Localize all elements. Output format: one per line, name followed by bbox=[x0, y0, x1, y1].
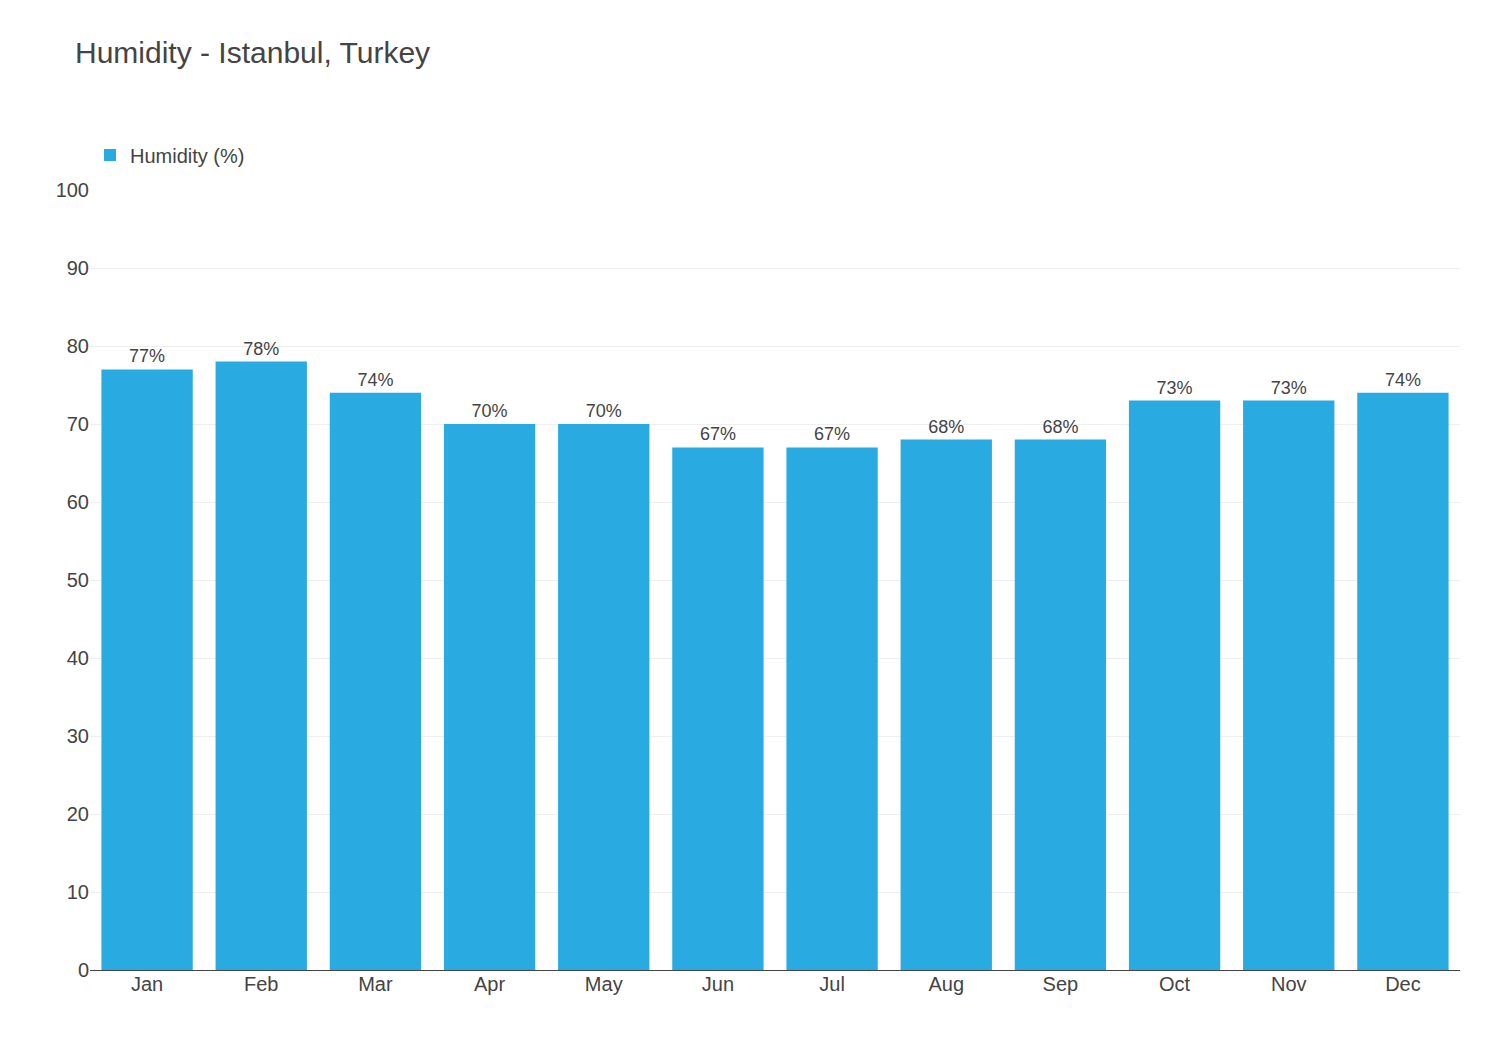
svg-text:73%: 73% bbox=[1271, 378, 1307, 398]
svg-text:30: 30 bbox=[67, 725, 89, 747]
svg-text:Jun: Jun bbox=[702, 973, 734, 995]
svg-text:Jan: Jan bbox=[131, 973, 163, 995]
svg-text:20: 20 bbox=[67, 803, 89, 825]
svg-text:0: 0 bbox=[78, 959, 89, 981]
svg-text:68%: 68% bbox=[928, 417, 964, 437]
svg-text:May: May bbox=[585, 973, 623, 995]
svg-text:Nov: Nov bbox=[1271, 973, 1307, 995]
svg-text:Apr: Apr bbox=[474, 973, 505, 995]
svg-text:70%: 70% bbox=[472, 401, 508, 421]
svg-text:Aug: Aug bbox=[928, 973, 964, 995]
svg-text:80: 80 bbox=[67, 335, 89, 357]
svg-text:67%: 67% bbox=[814, 424, 850, 444]
svg-text:Jul: Jul bbox=[819, 973, 845, 995]
svg-text:73%: 73% bbox=[1157, 378, 1193, 398]
svg-text:Humidity (%): Humidity (%) bbox=[130, 145, 244, 167]
svg-text:70: 70 bbox=[67, 413, 89, 435]
svg-text:77%: 77% bbox=[129, 346, 165, 366]
svg-text:40: 40 bbox=[67, 647, 89, 669]
svg-text:90: 90 bbox=[67, 257, 89, 279]
svg-text:Oct: Oct bbox=[1159, 973, 1191, 995]
svg-text:60: 60 bbox=[67, 491, 89, 513]
svg-text:50: 50 bbox=[67, 569, 89, 591]
svg-text:100: 100 bbox=[56, 179, 89, 201]
svg-text:68%: 68% bbox=[1042, 417, 1078, 437]
svg-text:78%: 78% bbox=[243, 339, 279, 359]
svg-text:Dec: Dec bbox=[1385, 973, 1421, 995]
svg-text:Feb: Feb bbox=[244, 973, 278, 995]
svg-text:Sep: Sep bbox=[1043, 973, 1079, 995]
svg-text:74%: 74% bbox=[357, 370, 393, 390]
svg-text:Mar: Mar bbox=[358, 973, 393, 995]
svg-text:70%: 70% bbox=[586, 401, 622, 421]
svg-text:74%: 74% bbox=[1385, 370, 1421, 390]
svg-text:10: 10 bbox=[67, 881, 89, 903]
svg-text:67%: 67% bbox=[700, 424, 736, 444]
svg-text:Humidity - Istanbul, Turkey: Humidity - Istanbul, Turkey bbox=[75, 36, 430, 69]
